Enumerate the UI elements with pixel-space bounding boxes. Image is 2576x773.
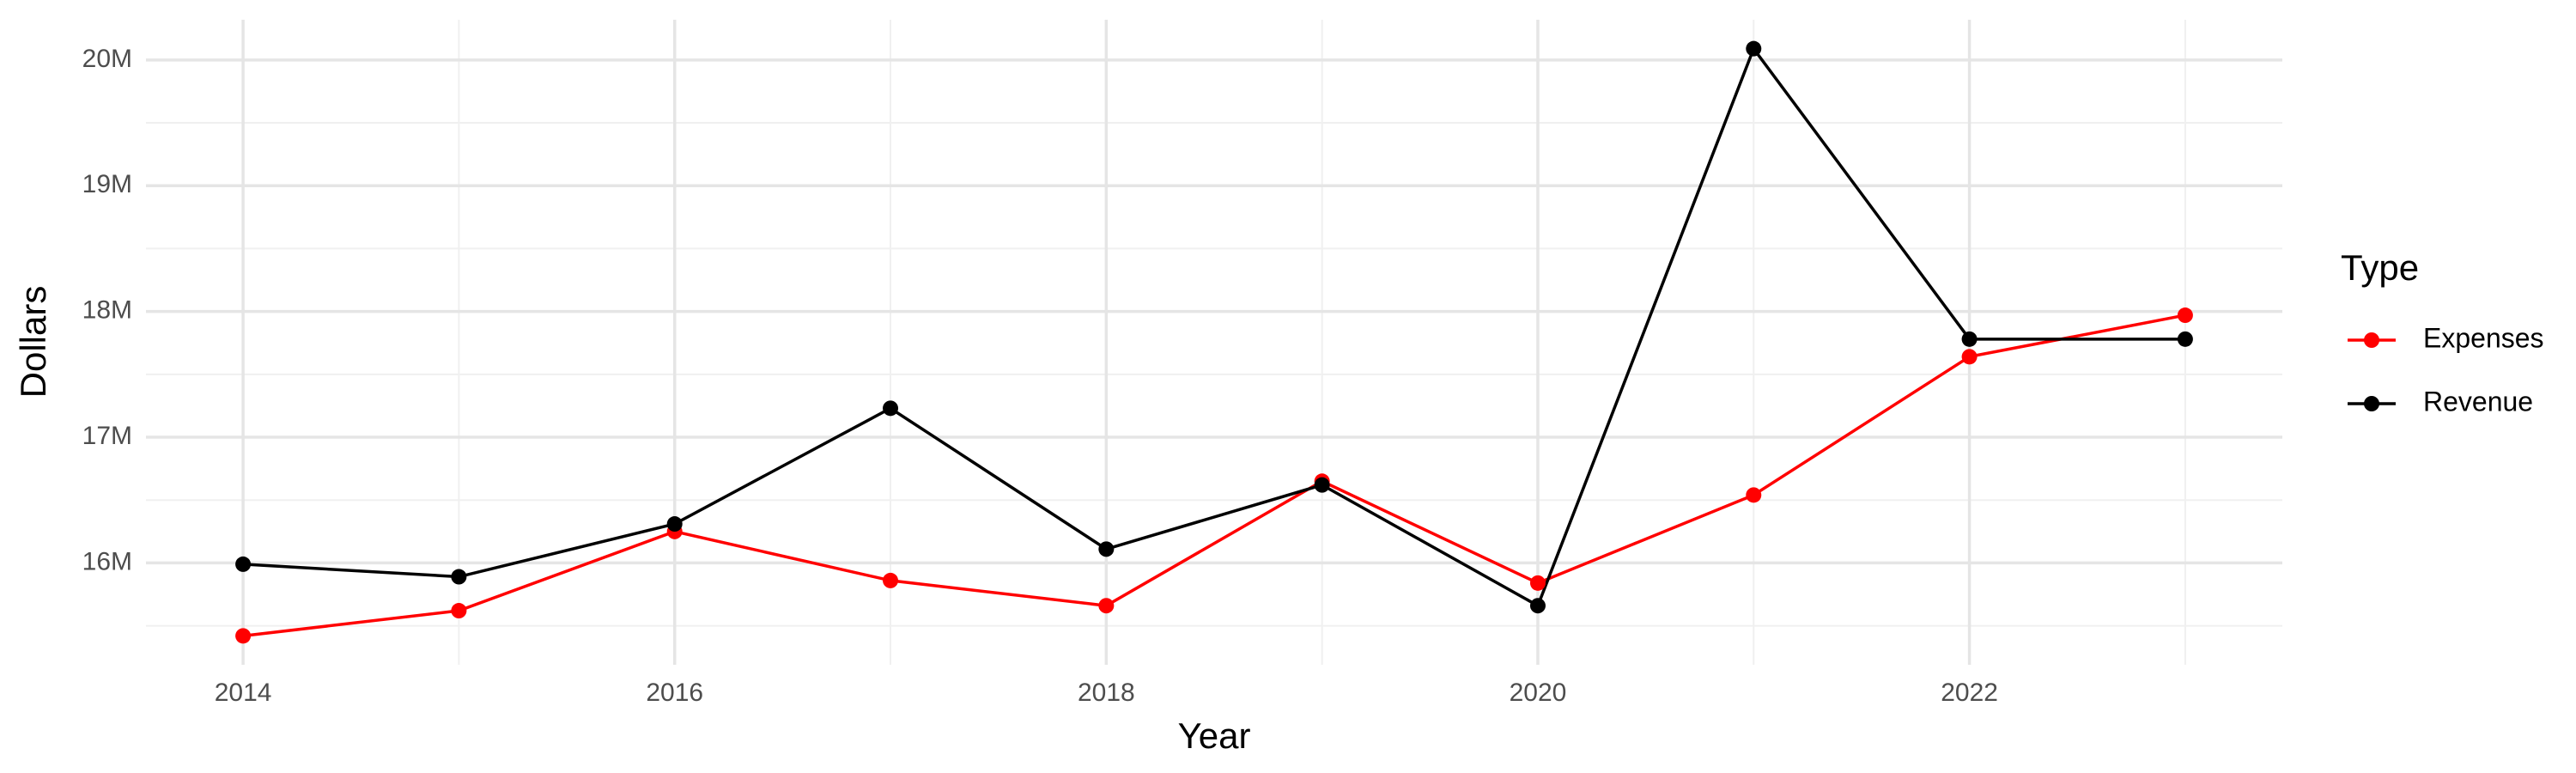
data-point	[1529, 598, 1546, 614]
x-tick-label: 2014	[215, 679, 272, 707]
x-tick-label: 2020	[1510, 679, 1567, 707]
data-point	[235, 556, 252, 572]
data-point	[1746, 487, 1762, 503]
x-tick-label: 2016	[646, 679, 703, 707]
x-tick-label: 2018	[1078, 679, 1135, 707]
legend-title: Type	[2341, 247, 2419, 288]
legend-key-point	[2364, 332, 2379, 348]
y-tick-label: 20M	[82, 45, 132, 73]
data-point	[451, 569, 467, 585]
data-point	[451, 603, 467, 619]
y-tick-label: 17M	[82, 422, 132, 450]
data-point	[666, 516, 683, 533]
y-tick-label: 16M	[82, 547, 132, 575]
y-tick-label: 19M	[82, 170, 132, 198]
y-tick-label: 18M	[82, 296, 132, 325]
x-axis-title: Year	[1178, 715, 1251, 756]
legend-key-point	[2364, 396, 2379, 411]
data-point	[1746, 40, 1762, 57]
series-line	[242, 46, 2185, 608]
series-line	[242, 313, 2186, 638]
data-point	[883, 400, 899, 417]
data-point	[883, 572, 899, 588]
grid	[146, 20, 2282, 665]
data-point	[1098, 598, 1115, 614]
x-tick-label: 2022	[1941, 679, 1998, 707]
data-point	[1314, 477, 1330, 493]
y-axis-title: Dollars	[13, 286, 53, 399]
legend-label: Expenses	[2423, 322, 2544, 353]
legend-label: Revenue	[2423, 386, 2533, 417]
data-point	[1961, 331, 1978, 347]
data-point	[235, 628, 252, 644]
data-point	[1098, 541, 1115, 557]
data-point	[2177, 331, 2193, 347]
data-point	[2177, 307, 2193, 324]
data-point	[1529, 575, 1546, 591]
data-point	[1961, 349, 1978, 365]
